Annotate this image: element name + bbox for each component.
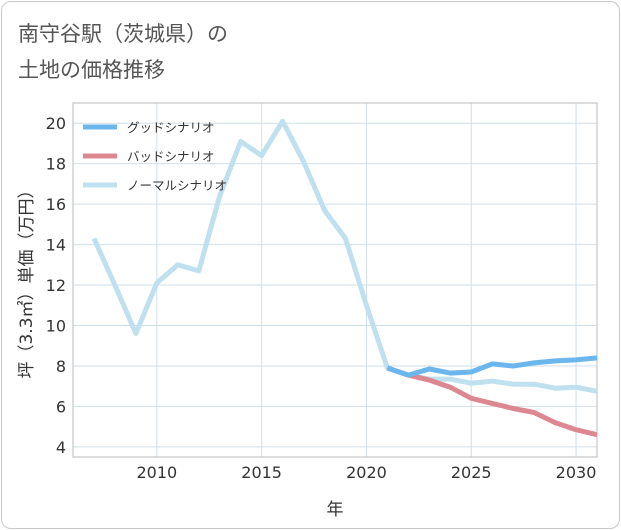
series-line-0 — [386, 355, 597, 378]
x-axis-ticks: 2010 2015 2020 2025 2030 — [136, 463, 596, 482]
y-tick-label: 18 — [46, 155, 66, 174]
x-tick-label: 2015 — [241, 463, 282, 482]
y-tick-label: 6 — [56, 397, 66, 416]
y-tick-label: 20 — [46, 114, 66, 133]
y-axis-ticks: 4 6 8 10 12 14 16 18 20 — [46, 114, 66, 457]
y-axis-label: 坪（3.3㎡）単価（万円） — [17, 181, 37, 378]
y-tick-label: 14 — [46, 236, 66, 255]
y-tick-label: 8 — [56, 357, 66, 376]
legend-label: グッドシナリオ — [127, 120, 215, 135]
chart-title-line1: 南守谷駅（茨城県）の — [18, 22, 228, 46]
x-axis-label: 年 — [327, 500, 344, 520]
series-lines — [91, 118, 597, 438]
series-line-1 — [386, 365, 597, 438]
series-line-2 — [91, 118, 597, 394]
x-tick-label: 2010 — [136, 463, 177, 482]
legend-label: ノーマルシナリオ — [127, 178, 227, 193]
y-tick-label: 4 — [56, 438, 66, 457]
legend-label: バッドシナリオ — [127, 149, 215, 164]
plot-area — [72, 102, 598, 458]
y-tick-label: 16 — [46, 195, 66, 214]
chart-title-line2: 土地の価格推移 — [18, 58, 165, 82]
y-tick-label: 12 — [46, 276, 66, 295]
x-tick-label: 2025 — [451, 463, 492, 482]
x-tick-label: 2030 — [556, 463, 597, 482]
x-tick-label: 2020 — [346, 463, 387, 482]
y-tick-label: 10 — [46, 317, 66, 336]
